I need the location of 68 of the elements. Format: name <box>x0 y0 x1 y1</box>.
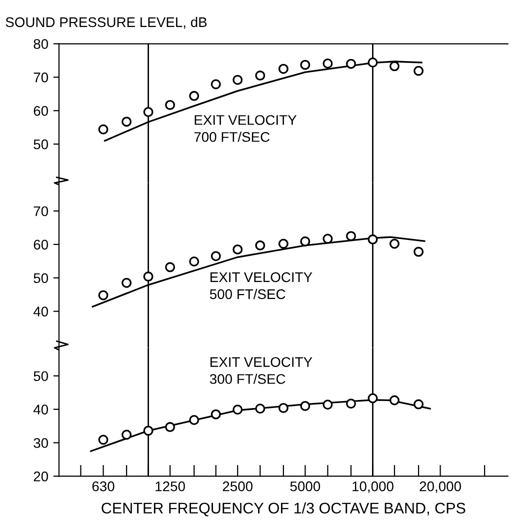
x-tick-label: 2500 <box>222 481 253 492</box>
point <box>322 234 333 244</box>
y-axis-title: SOUND PRESSURE LEVEL, dB <box>6 16 207 29</box>
x-tick-label: 20,000 <box>420 481 462 493</box>
y-tick-label: 20 <box>34 472 48 482</box>
y-tick-label: 40 <box>33 306 48 316</box>
point <box>122 116 132 127</box>
point <box>368 393 378 404</box>
x-tick-label: 1250 <box>156 481 185 492</box>
point <box>389 238 400 249</box>
y-tick-label: 30 <box>34 438 48 448</box>
point <box>278 64 288 74</box>
point <box>346 398 356 409</box>
point <box>278 238 288 249</box>
point <box>98 124 108 134</box>
point <box>232 74 243 85</box>
point <box>165 100 176 110</box>
point <box>232 404 243 415</box>
point <box>368 234 378 244</box>
point <box>322 58 333 68</box>
point <box>143 106 154 117</box>
point <box>98 434 108 445</box>
point <box>255 404 266 414</box>
y-tick-label: 50 <box>34 371 48 382</box>
y-tick-label: 70 <box>34 72 48 82</box>
point <box>165 422 176 432</box>
annotation: EXIT VELOCITY 700 FT/SEC <box>194 115 297 142</box>
point <box>414 399 424 410</box>
point <box>414 66 424 76</box>
point <box>232 244 243 254</box>
y-tick-label: 50 <box>34 139 48 150</box>
point <box>143 426 154 436</box>
annotation: EXIT VELOCITY 500 FT/SEC <box>210 272 312 300</box>
point <box>346 58 356 69</box>
point <box>189 90 200 101</box>
point <box>189 415 200 426</box>
y-tick-label: 50 <box>34 273 48 284</box>
point <box>210 409 221 420</box>
x-tick-label: 10,000 <box>352 481 394 493</box>
point <box>255 70 266 81</box>
y-tick-label: 80 <box>34 39 48 49</box>
point <box>300 60 310 70</box>
point <box>368 57 378 68</box>
x-axis-title: CENTER FREQUENCY OF 1/3 OCTAVE BAND, CPS <box>102 502 466 516</box>
point <box>300 236 310 246</box>
point <box>300 400 310 411</box>
point <box>389 395 400 406</box>
point <box>189 256 200 266</box>
point <box>98 290 108 300</box>
point <box>210 251 221 262</box>
point <box>389 61 400 72</box>
x-tick-label: 630 <box>92 481 114 492</box>
point <box>122 278 132 288</box>
point <box>346 231 356 242</box>
point <box>414 246 424 257</box>
point <box>122 430 132 440</box>
y-tick-label: 60 <box>34 240 48 250</box>
y-tick-label: 40 <box>33 404 48 414</box>
point <box>210 79 221 90</box>
point <box>278 402 288 413</box>
annotation: EXIT VELOCITY 300 FT/SEC <box>210 357 312 384</box>
x-tick-label: 5000 <box>290 481 320 492</box>
point <box>143 272 154 282</box>
y-tick-label: 70 <box>34 206 48 216</box>
point <box>255 240 266 250</box>
y-tick-label: 60 <box>34 106 48 116</box>
point <box>322 400 333 410</box>
point <box>165 262 176 272</box>
